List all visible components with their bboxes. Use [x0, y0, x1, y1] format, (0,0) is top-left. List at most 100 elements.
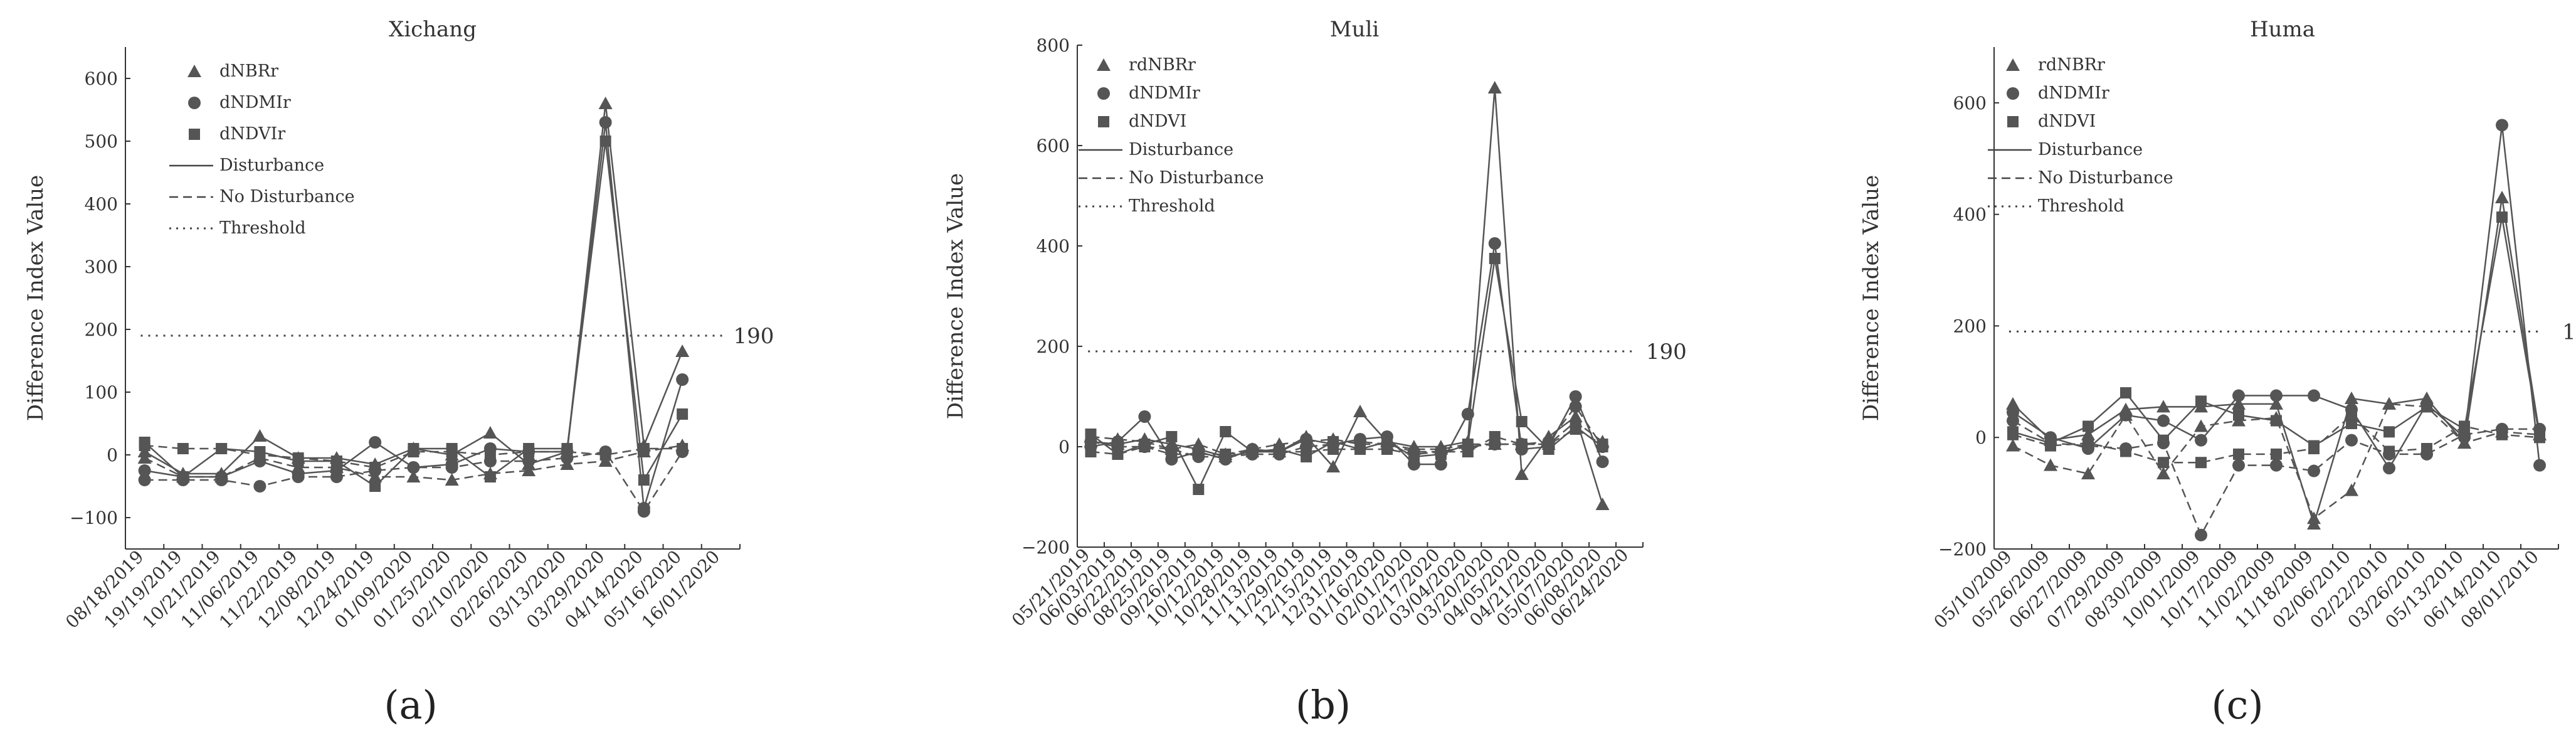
panel-label: (b) [1296, 682, 1351, 728]
data-point [2194, 419, 2208, 432]
data-point [138, 474, 151, 486]
data-point [484, 449, 496, 461]
data-point [2270, 459, 2283, 472]
data-point [1220, 426, 1232, 437]
data-point [1139, 441, 1151, 452]
data-point [2383, 426, 2395, 438]
y-tick-label: 600 [1037, 136, 1070, 156]
data-point [2270, 389, 2283, 402]
data-point [2534, 432, 2545, 444]
y-tick-label: 0 [107, 445, 118, 466]
data-point [2082, 420, 2094, 432]
legend-entry: dNDVIr [219, 124, 285, 144]
y-tick-label: 800 [1037, 35, 1070, 56]
data-point [2233, 448, 2244, 460]
data-point [1487, 81, 1502, 93]
legend-entry: Threshold [219, 218, 306, 238]
data-point [1112, 449, 1124, 460]
data-point [2232, 397, 2246, 410]
legend-entry: dNDVI [1129, 112, 1186, 131]
y-tick-label: −200 [1021, 537, 1070, 558]
data-point [2232, 459, 2245, 472]
data-point [2533, 459, 2546, 472]
data-point [637, 505, 650, 518]
y-tick-label: 600 [1953, 93, 1987, 114]
data-point [2383, 445, 2395, 457]
data-point [599, 116, 612, 129]
data-point [2496, 211, 2508, 223]
data-point [2496, 119, 2508, 132]
data-point [1597, 439, 1608, 450]
y-tick-label: −100 [70, 508, 118, 528]
chart-title: Huma [2250, 17, 2315, 42]
y-axis-label: Difference Index Value [23, 175, 48, 421]
data-point [2271, 448, 2282, 460]
data-point [1543, 439, 1555, 450]
data-point [2044, 458, 2057, 471]
data-point [638, 443, 650, 454]
panel-label: (a) [384, 682, 437, 728]
legend-marker [1097, 58, 1111, 71]
data-point [253, 429, 267, 442]
data-point [1193, 449, 1205, 460]
legend-entry: dNBRr [219, 61, 278, 81]
legend-entry: dNDMIr [219, 93, 291, 112]
data-point [2120, 387, 2131, 399]
data-point [2007, 414, 2019, 427]
data-point [2006, 397, 2020, 410]
data-point [292, 452, 304, 464]
data-point [406, 470, 421, 482]
threshold-label: 190 [1646, 339, 1687, 365]
data-point [1354, 444, 1366, 455]
legend-entry: dNDMIr [1129, 83, 1200, 103]
legend-entry: dNDVI [2038, 112, 2096, 131]
data-point [2345, 392, 2358, 404]
data-point [1326, 460, 1341, 472]
data-point [2195, 457, 2207, 469]
data-point [1166, 431, 1178, 442]
data-point [2195, 528, 2207, 541]
series-dndvi-no-disturbance [2007, 409, 2545, 469]
data-point [1569, 400, 1582, 413]
data-point [2421, 401, 2432, 413]
data-point [1569, 390, 1582, 403]
data-point [1085, 429, 1097, 440]
chart-huma: −200020040060005/10/200905/26/200906/27/… [1859, 17, 2576, 728]
series-dndmir-disturbance [1084, 237, 1609, 471]
data-point [407, 461, 420, 474]
data-point [1247, 446, 1259, 457]
data-point [254, 449, 266, 461]
data-point [598, 97, 613, 109]
data-point [216, 443, 228, 454]
data-point [1193, 484, 1205, 495]
data-point [1434, 458, 1447, 471]
data-point [561, 446, 573, 457]
data-point [522, 455, 536, 467]
data-point [523, 446, 535, 457]
legend-marker [2006, 58, 2020, 71]
chart-xichang: −100010020030040050060008/18/201919/19/2… [23, 17, 774, 728]
data-point [2119, 408, 2132, 422]
data-point [177, 471, 189, 482]
data-point [522, 464, 536, 476]
data-point [1220, 449, 1232, 460]
data-point [446, 446, 458, 457]
data-point [369, 481, 381, 492]
data-point [675, 344, 690, 357]
data-point [1138, 410, 1151, 423]
legend-marker [188, 97, 201, 109]
legend-entry: No Disturbance [1129, 168, 1264, 188]
data-point [2156, 400, 2170, 413]
y-tick-label: 300 [85, 257, 118, 277]
data-point [1596, 456, 1609, 468]
series-dndvi-disturbance [1085, 253, 1608, 495]
legend-entry: rdNBRr [1129, 55, 1196, 75]
data-point [2195, 395, 2207, 407]
data-point [1488, 237, 1501, 250]
y-tick-label: −200 [1938, 539, 1987, 560]
data-point [330, 471, 343, 483]
legend-entry: Threshold [1129, 196, 1215, 216]
data-point [292, 471, 305, 483]
legend-entry: Disturbance [1129, 140, 1233, 159]
data-point [369, 436, 382, 449]
